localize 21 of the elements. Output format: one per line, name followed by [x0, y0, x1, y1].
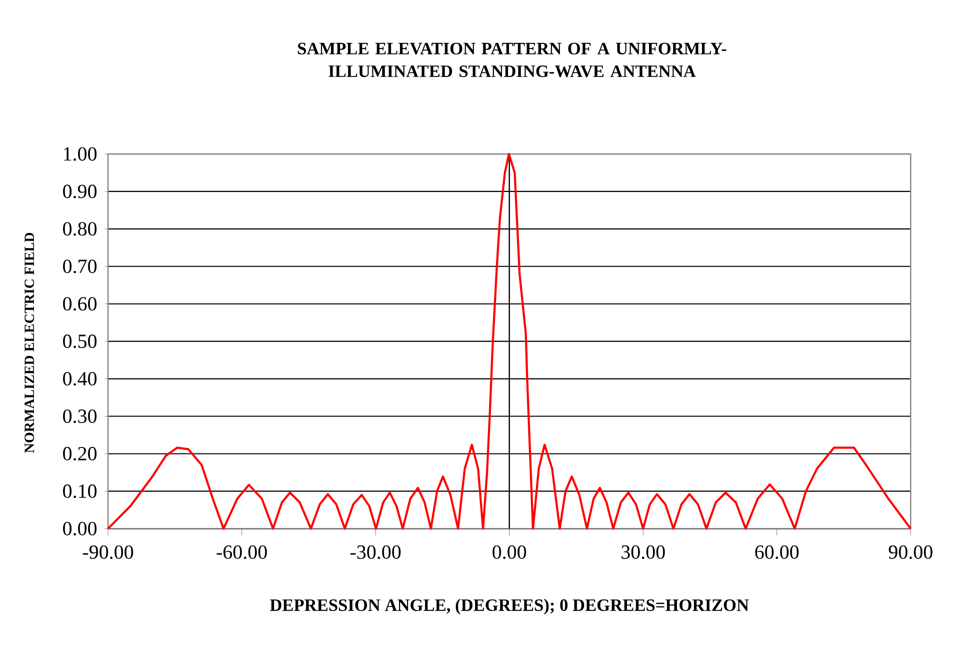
x-tick-label: -90.00 — [82, 546, 134, 560]
chart-title: SAMPLE ELEVATION PATTERN OF A UNIFORMLY-ILLUMINATED STANDING-WAVE ANTENNA — [298, 42, 726, 78]
y-tick-label: 0.30 — [63, 410, 97, 424]
x-tick-label: 60.00 — [755, 546, 799, 560]
y-tick-label: 0.60 — [63, 297, 97, 311]
y-tick-label: 0.10 — [63, 484, 97, 498]
x-tick-label: 30.00 — [622, 546, 665, 560]
y-tick-label: 0.00 — [63, 522, 97, 536]
y-tick-label: 0.70 — [63, 260, 97, 274]
y-tick-label: 0.90 — [63, 184, 97, 198]
x-tick-label: -30.00 — [350, 546, 401, 560]
x-tick-label: 0.00 — [492, 546, 526, 560]
x-tick-label: -60.00 — [216, 546, 267, 560]
y-tick-label: 0.80 — [63, 222, 97, 236]
x-axis-title: DEPRESSION ANGLE, (DEGREES); 0 DEGREES=HORIZON — [270, 598, 749, 615]
y-axis-title: NORMALIZED ELECTRIC FIELD — [24, 233, 34, 454]
x-tick-label: 90.00 — [888, 546, 932, 560]
y-tick-label: 0.50 — [63, 334, 97, 348]
y-tick-label: 0.40 — [63, 372, 97, 386]
y-tick-label: 0.20 — [63, 447, 97, 461]
y-tick-label: 1.00 — [64, 147, 97, 161]
